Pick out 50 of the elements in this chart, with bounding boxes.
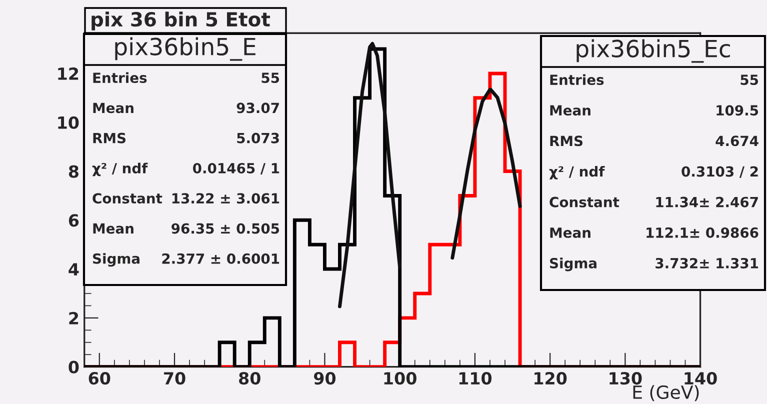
y-tick-label: 8 — [68, 165, 78, 178]
y-tick-label: 0 — [68, 360, 79, 374]
annotation: 96.35 ± 0.505 — [172, 223, 280, 234]
x-tick-label: 90 — [314, 372, 336, 385]
annotation: 5.073 — [237, 132, 279, 144]
annotation: 112.1± 0.9866 — [646, 227, 758, 238]
x-tick-label: 70 — [164, 372, 186, 385]
annotation: χ² / ndf — [92, 162, 148, 176]
text: 4.674 — [716, 136, 758, 146]
annotation: pix36bin5_E — [115, 37, 256, 61]
text: 109.5 — [716, 105, 758, 116]
x-tick-label: 140 — [684, 372, 717, 385]
annotation: 0.01465 / 1 — [193, 162, 280, 175]
annotation: Mean — [550, 228, 590, 238]
annotation: pix36bin5_Ec — [576, 39, 730, 63]
x-tick-label: 110 — [459, 372, 492, 385]
x-tick-label: 120 — [534, 372, 567, 385]
annotation: 13.22 ± 3.061 — [172, 193, 280, 204]
x-tick-label: 130 — [610, 372, 642, 385]
annotation: 93.07 — [236, 102, 279, 114]
line-series — [450, 88, 522, 260]
annotation: Entries — [93, 72, 147, 84]
annotation: RMS — [550, 136, 582, 146]
chart-title: pix 36 bin 5 Etot — [92, 12, 270, 30]
annotation: 11.34± 2.467 — [656, 196, 758, 208]
x-tick-label: 60 — [88, 372, 110, 385]
y-tick-label: 12 — [58, 67, 78, 80]
annotation: 2.377 ± 0.6001 — [162, 253, 280, 264]
annotation: Mean — [550, 105, 590, 116]
annotation: RMS — [93, 132, 126, 144]
line-series — [338, 42, 402, 308]
y-tick-label: 6 — [68, 214, 79, 227]
annotation: Constant — [550, 196, 620, 208]
annotation: Sigma — [550, 258, 596, 272]
annotation: 0.3103 / 2 — [682, 166, 758, 178]
text: 55 — [740, 74, 758, 86]
annotation: Mean — [93, 223, 134, 234]
y-tick-label: 2 — [69, 312, 78, 324]
annotation: Entries — [550, 74, 604, 86]
y-tick-label: 10 — [58, 116, 79, 129]
x-tick-label: 100 — [384, 372, 416, 385]
annotation: Constant — [92, 193, 162, 204]
annotation: Sigma — [92, 253, 140, 267]
annotation: 55 — [262, 72, 280, 84]
annotation: χ² / ndf — [549, 166, 605, 180]
annotation: Mean — [93, 102, 134, 114]
y-tick-label: 4 — [68, 263, 79, 276]
annotation: 3.732± 1.331 — [656, 258, 758, 268]
x-tick-label: 80 — [239, 372, 260, 385]
x-axis-title: E (GeV) — [633, 385, 699, 402]
